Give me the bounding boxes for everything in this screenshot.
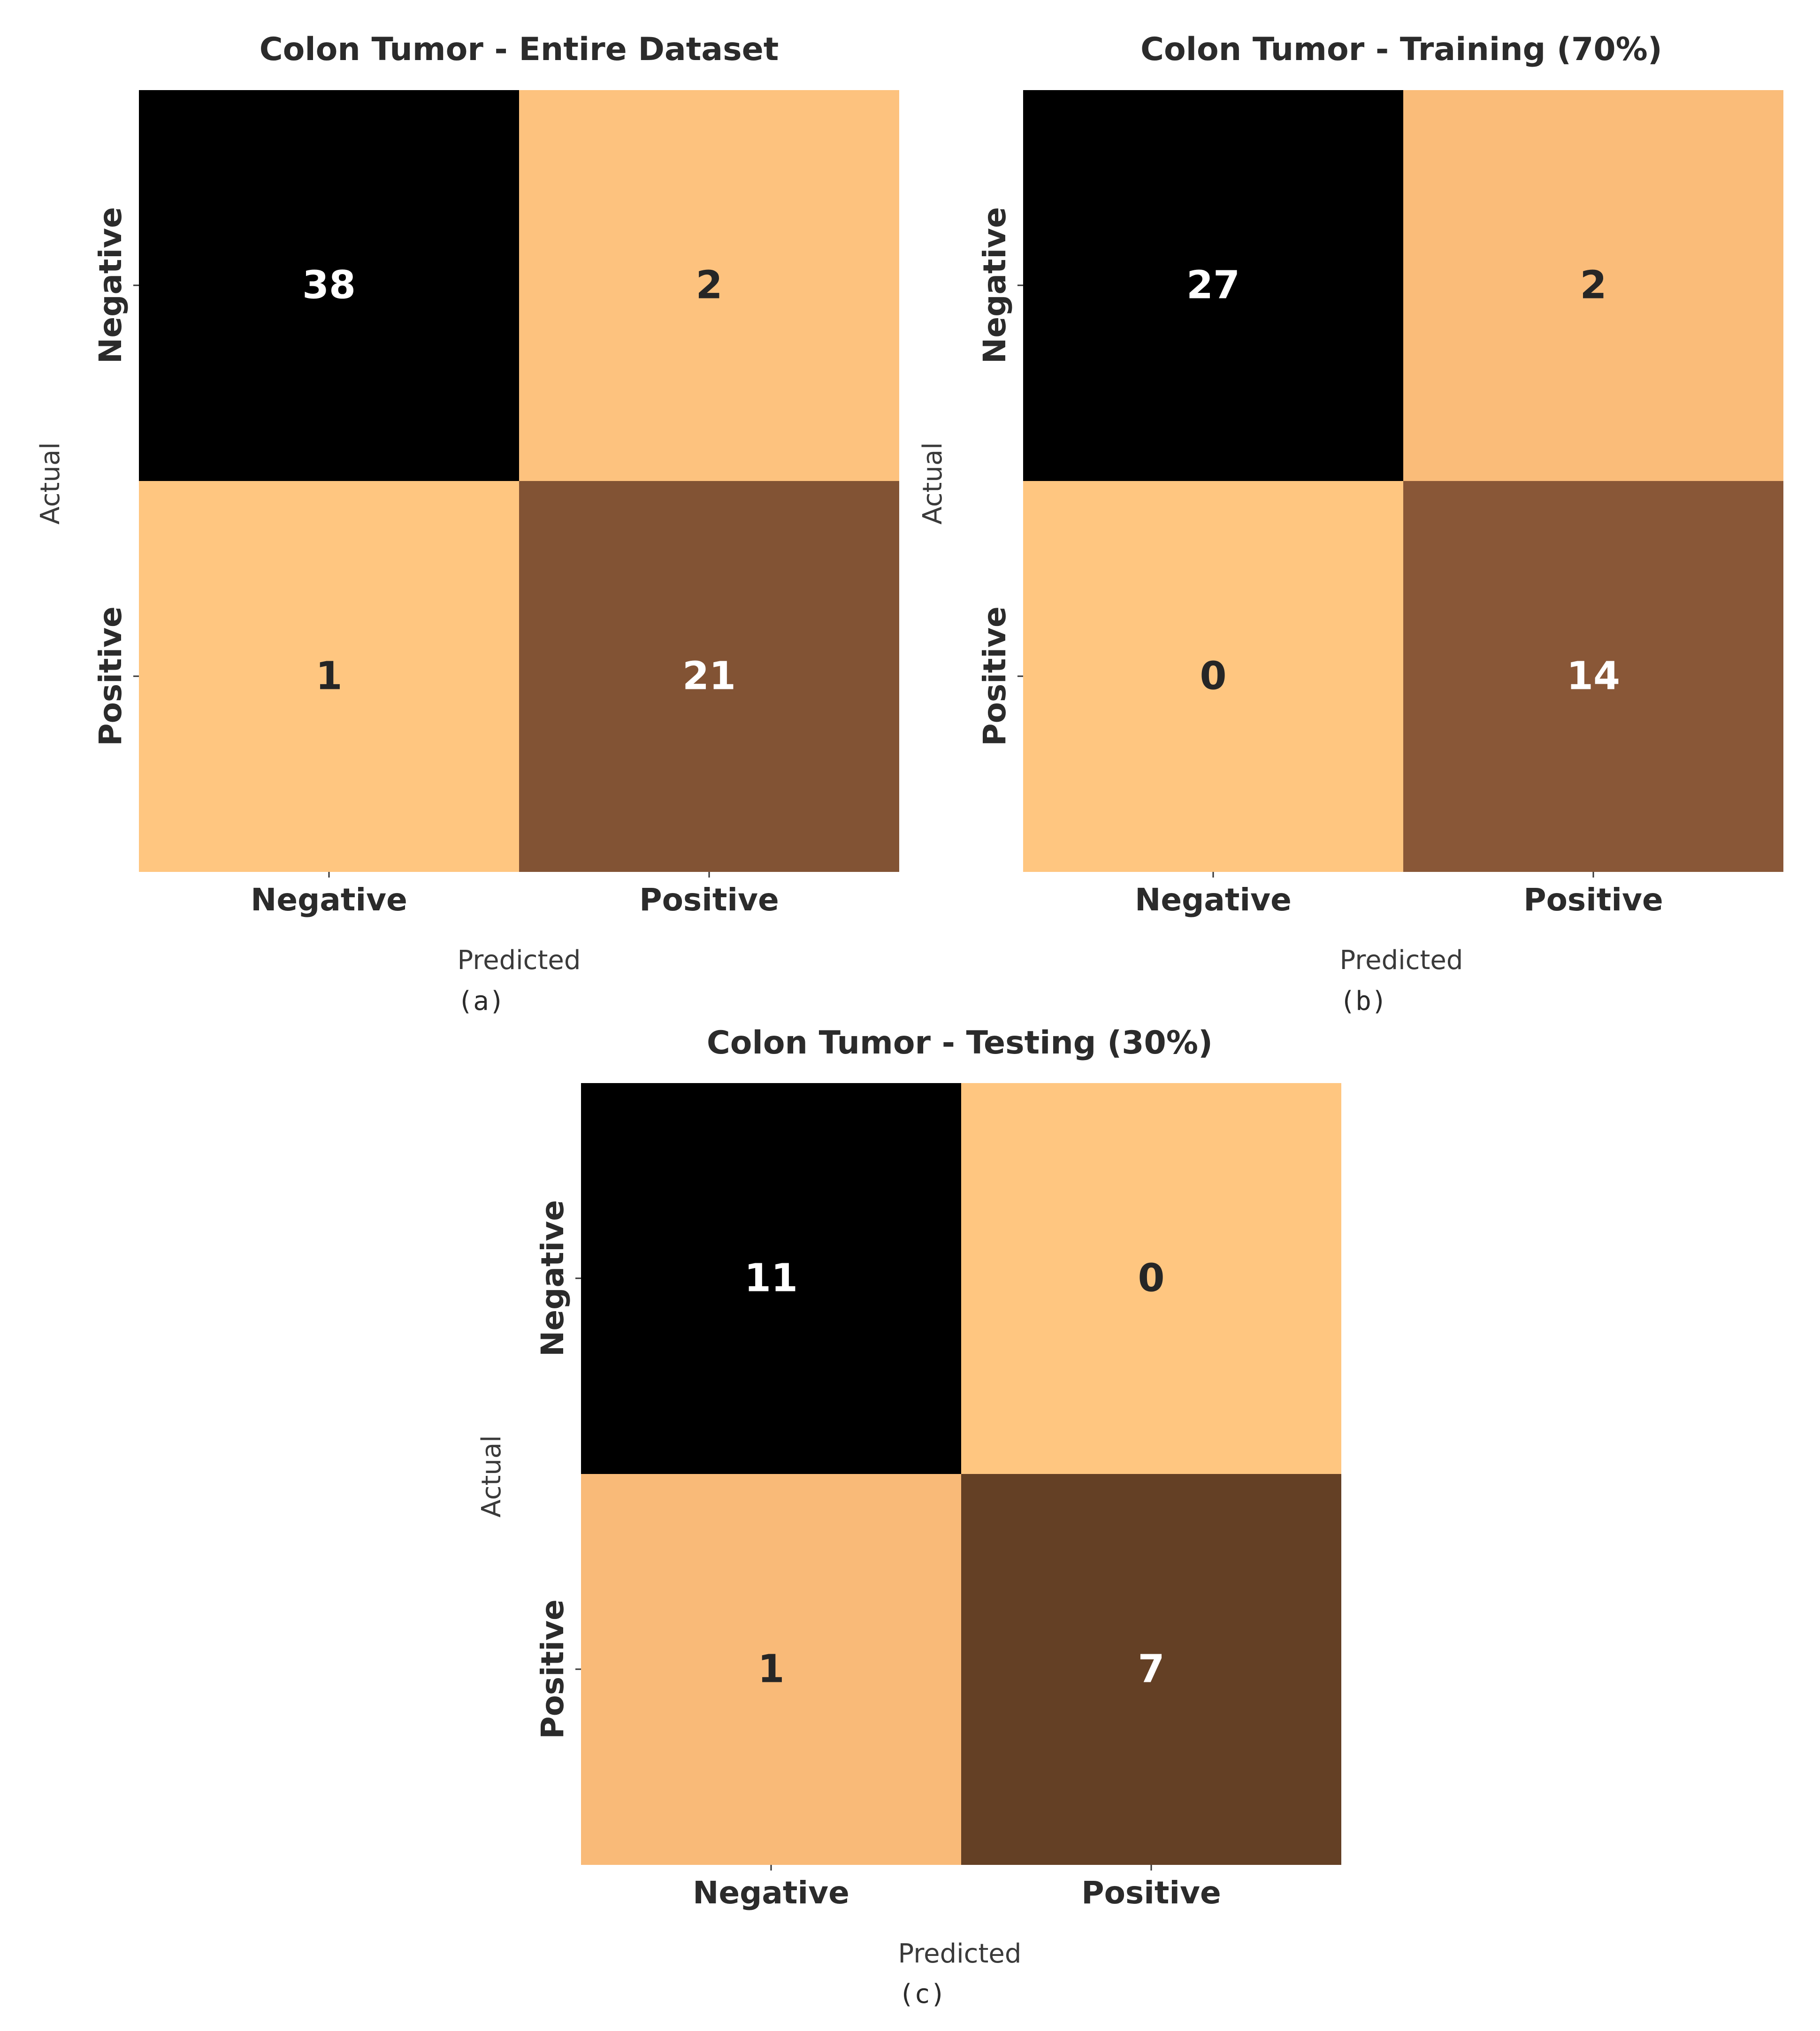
panel-c-value-pos-pos: 7 [1138,1647,1164,1692]
panel-a-title: Colon Tumor - Entire Dataset [260,31,779,68]
panel-b-cell-neg-neg [1023,90,1403,481]
panel-a-caption: (a) [457,986,505,1016]
panel-a: Colon Tumor - Entire Dataset 38 2 1 21 N… [35,31,899,1016]
panel-b: Colon Tumor - Training (70%) 27 2 0 14 N… [918,31,1783,1016]
panel-c-cell-pos-neg [581,1474,961,1865]
panel-a-cell-pos-pos [519,481,899,872]
panel-c-caption: (c) [898,1979,946,2009]
panel-c-xtick-label-pos: Positive [1081,1875,1221,1911]
panel-b-cell-pos-pos [1403,481,1783,872]
panel-b-xtick-label-pos: Positive [1523,882,1663,918]
panel-a-value-pos-pos: 21 [682,654,736,699]
panel-a-value-neg-neg: 38 [302,263,356,308]
panel-b-xlabel: Predicted [1340,945,1463,976]
panel-b-value-pos-neg: 0 [1200,654,1226,699]
panel-b-value-neg-neg: 27 [1186,263,1240,308]
panel-c-title: Colon Tumor - Testing (30%) [707,1024,1213,1061]
panel-c-xtick-label-neg: Negative [693,1875,849,1911]
panel-b-value-pos-pos: 14 [1567,654,1620,699]
panel-b-cell-pos-neg [1023,481,1403,872]
panel-a-cell-neg-neg [139,90,519,481]
panel-a-ytick-label-pos: Positive [92,606,129,746]
panel-c-xlabel: Predicted [898,1939,1022,1969]
panel-b-title: Colon Tumor - Training (70%) [1140,31,1662,68]
panel-a-ytick-label-neg: Negative [92,207,129,364]
panel-c-cell-pos-pos [961,1474,1341,1865]
panel-a-xtick-label-pos: Positive [639,882,779,918]
panel-a-value-neg-pos: 2 [696,263,722,308]
panel-c-value-pos-neg: 1 [757,1647,784,1692]
panel-c-value-neg-pos: 0 [1138,1256,1164,1301]
panel-b-ytick-label-pos: Positive [977,606,1013,746]
panel-b-xtick-label-neg: Negative [1135,882,1292,918]
panel-a-cell-neg-pos [519,90,899,481]
panel-a-xlabel: Predicted [458,945,581,976]
panel-c-ylabel: Actual [476,1435,507,1517]
panel-c-ytick-label-neg: Negative [535,1200,571,1357]
panel-b-caption: (b) [1339,986,1387,1016]
panel-c-ytick-label-pos: Positive [535,1599,571,1739]
panel-a-value-pos-neg: 1 [315,654,342,699]
panel-b-ytick-label-neg: Negative [977,207,1013,364]
panel-b-value-neg-pos: 2 [1580,263,1606,308]
panel-a-xtick-label-neg: Negative [251,882,407,918]
panel-b-ylabel: Actual [918,442,948,524]
panel-b-cell-neg-pos [1403,90,1783,481]
panel-a-ylabel: Actual [35,442,66,524]
panel-c: Colon Tumor - Testing (30%) 11 0 1 7 Neg… [476,1024,1341,2009]
panel-c-value-neg-neg: 11 [744,1256,798,1301]
panel-a-cell-pos-neg [139,481,519,872]
panel-c-cell-neg-neg [581,1083,961,1474]
panel-c-cell-neg-pos [961,1083,1341,1474]
